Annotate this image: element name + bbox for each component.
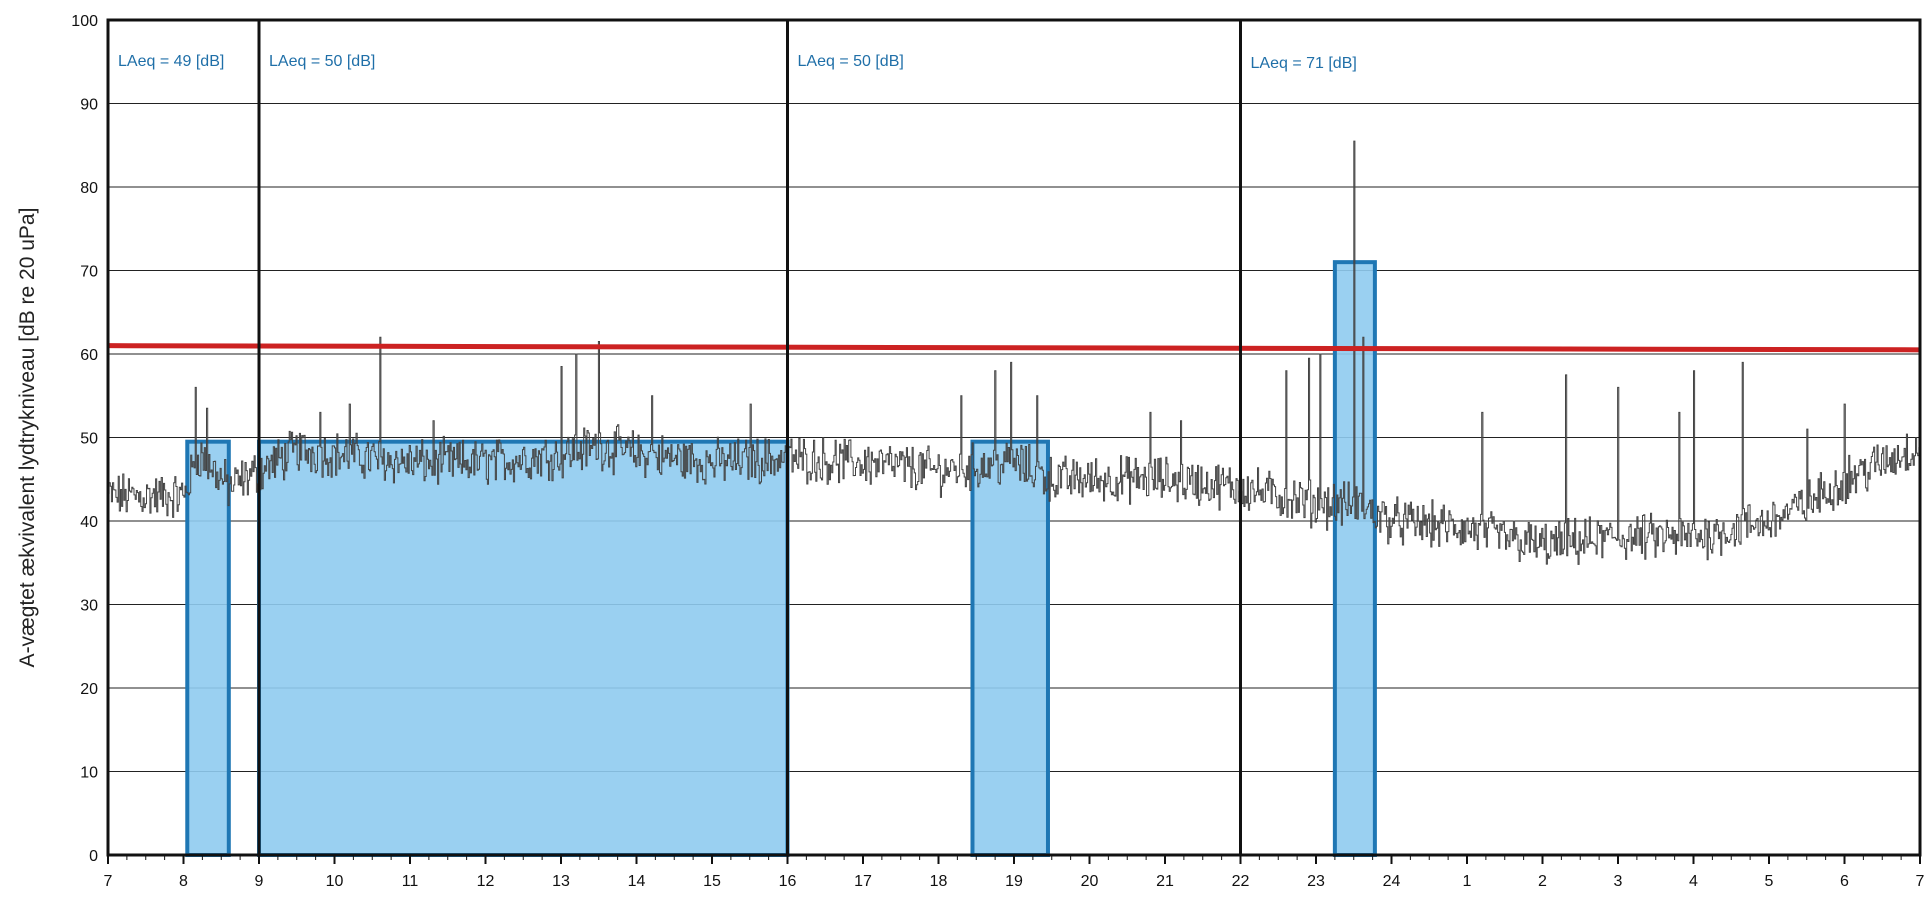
x-tick-label: 9 (255, 873, 264, 890)
x-tick-label: 21 (1156, 873, 1174, 890)
x-tick-label: 6 (1840, 873, 1849, 890)
laeq-label: LAeq = 71 [dB] (1251, 55, 1357, 72)
x-tick-label: 10 (326, 873, 344, 890)
x-tick-label: 1 (1463, 873, 1472, 890)
x-tick-label: 14 (628, 873, 646, 890)
laeq-bar (257, 439, 790, 857)
x-tick-label: 19 (1005, 873, 1023, 890)
x-tick-label: 24 (1383, 873, 1401, 890)
y-tick-label: 30 (80, 598, 98, 615)
x-tick-label: 20 (1081, 873, 1099, 890)
y-tick-label: 70 (80, 264, 98, 281)
y-tick-label: 40 (80, 514, 98, 531)
x-tick-label: 4 (1689, 873, 1698, 890)
x-tick-label: 16 (779, 873, 797, 890)
x-tick-label: 15 (703, 873, 721, 890)
y-tick-label: 60 (80, 347, 98, 364)
x-tick-label: 17 (854, 873, 872, 890)
x-tick-label: 7 (1916, 873, 1925, 890)
x-tick-label: 13 (552, 873, 570, 890)
x-tick-label: 5 (1765, 873, 1774, 890)
x-tick-label: 22 (1232, 873, 1250, 890)
laeq-label: LAeq = 50 [dB] (269, 53, 375, 70)
x-tick-label: 18 (930, 873, 948, 890)
y-tick-label: 20 (80, 681, 98, 698)
noise-trace (108, 140, 1920, 565)
y-axis-label: A-vægtet ækvivalent lydtrykniveau [dB re… (16, 208, 39, 668)
plot-area (106, 18, 1922, 864)
laeq-bar (185, 439, 231, 857)
y-tick-label: 0 (89, 848, 98, 865)
y-tick-label: 50 (80, 431, 98, 448)
y-tick-label: 10 (80, 765, 98, 782)
x-tick-label: 2 (1538, 873, 1547, 890)
y-tick-label: 80 (80, 180, 98, 197)
laeq-label: LAeq = 49 [dB] (118, 53, 224, 70)
y-tick-label: 90 (80, 97, 98, 114)
x-tick-label: 8 (179, 873, 188, 890)
x-tick-label: 11 (402, 873, 419, 890)
laeq-bar (970, 439, 1050, 857)
x-tick-label: 23 (1307, 873, 1325, 890)
limit-line (107, 343, 1921, 353)
laeq-label: LAeq = 50 [dB] (798, 53, 904, 70)
x-tick-label: 12 (477, 873, 495, 890)
x-tick-label: 3 (1614, 873, 1623, 890)
x-tick-label: 7 (104, 873, 113, 890)
y-tick-label: 100 (71, 13, 98, 30)
